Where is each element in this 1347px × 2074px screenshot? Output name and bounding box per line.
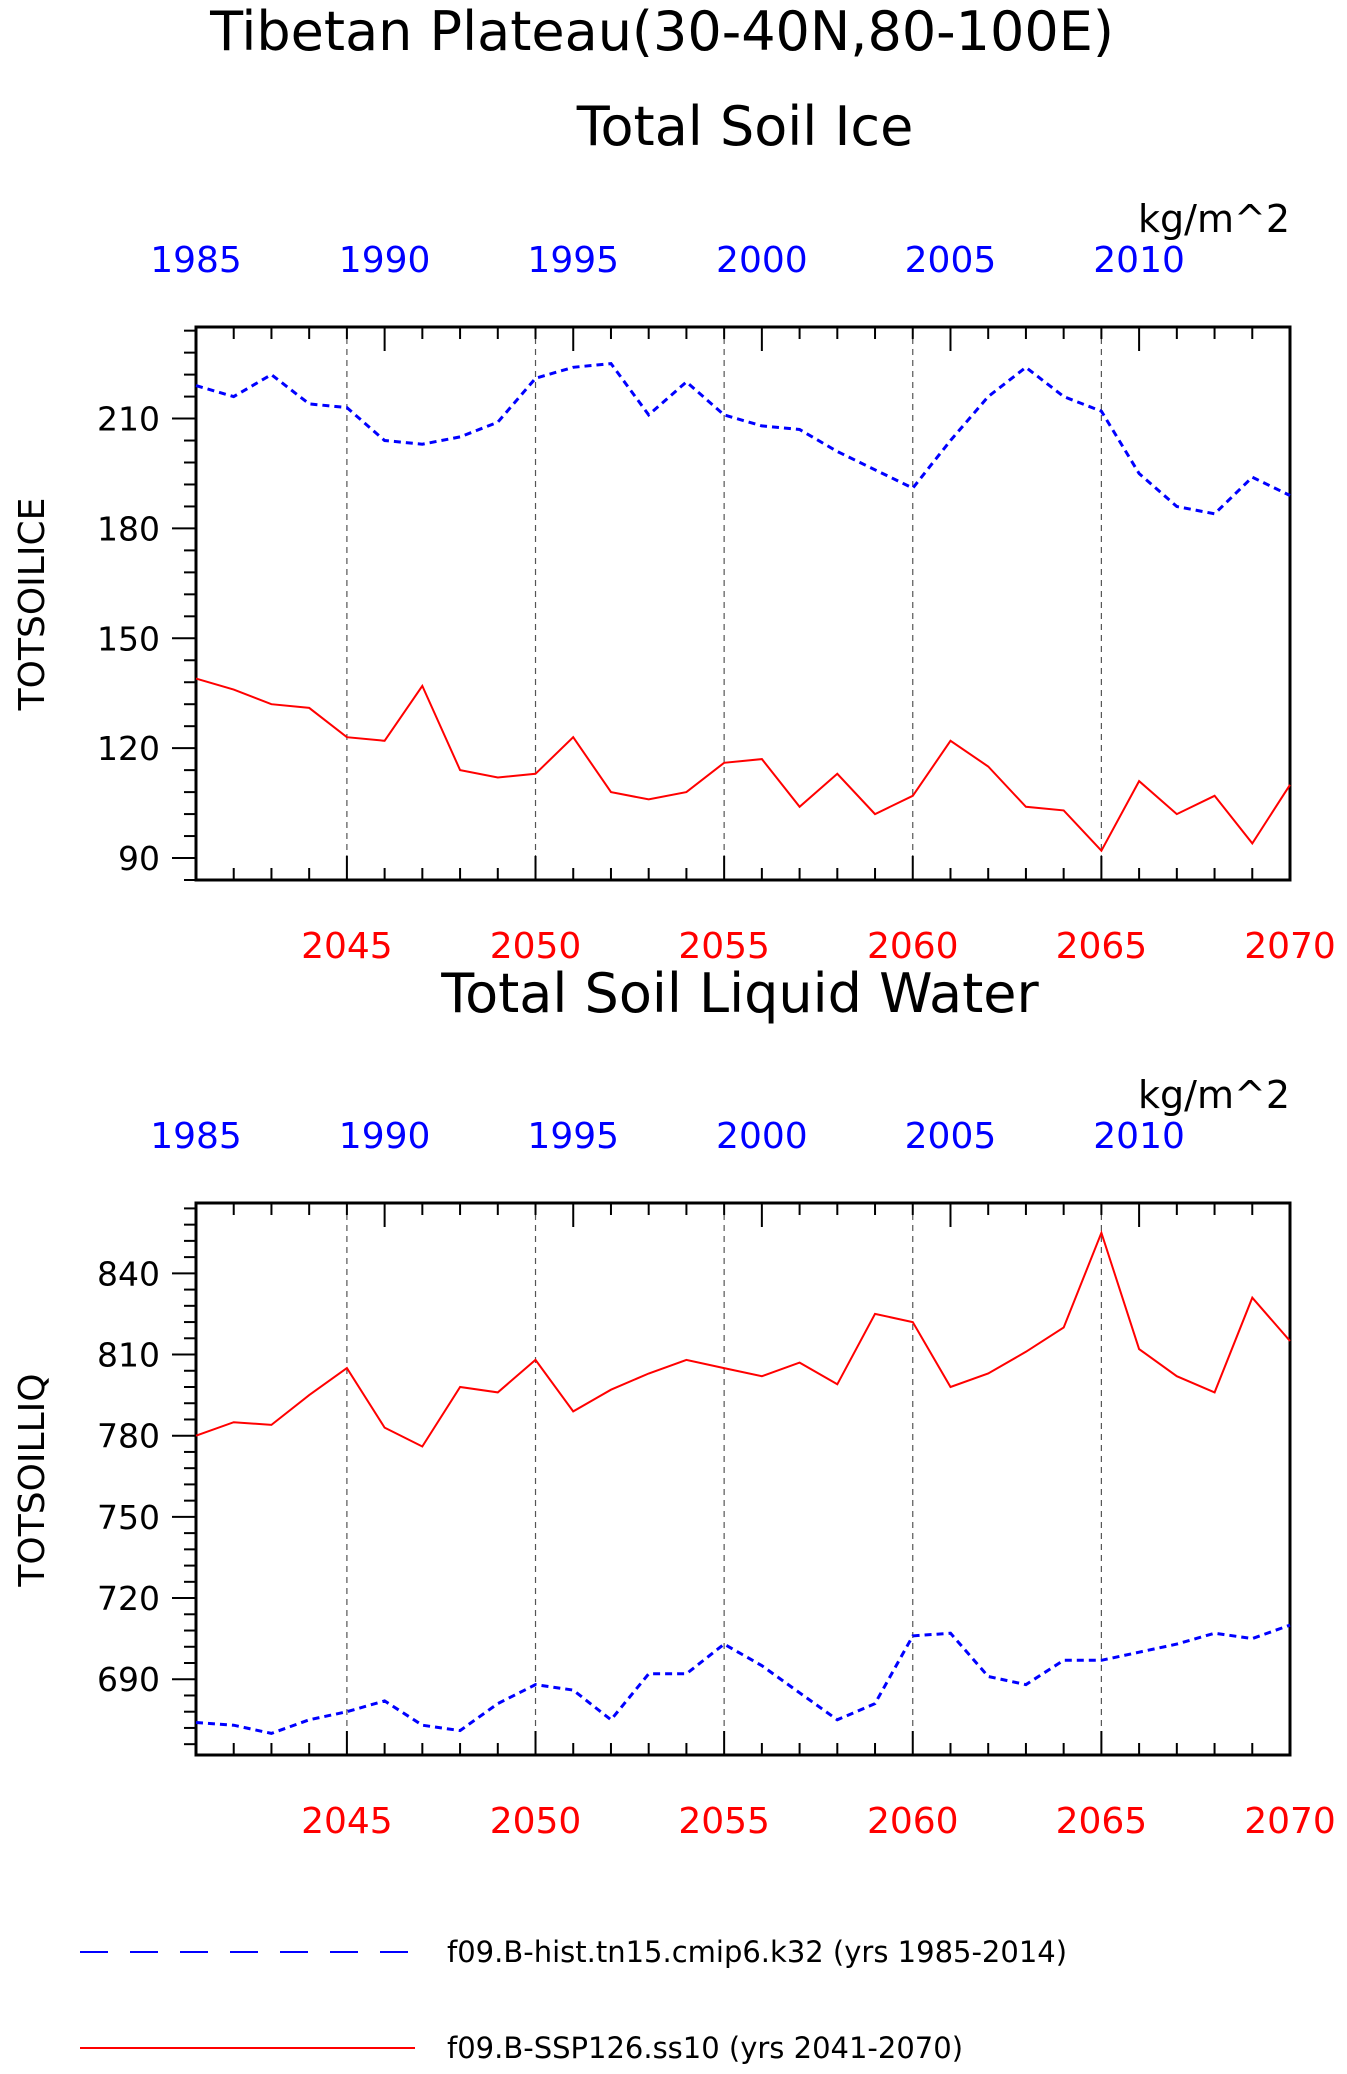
- plot-frame: [194, 1201, 1292, 1757]
- x-tick-label-top: 2000: [716, 240, 808, 281]
- x-tick-label-bottom: 2070: [1244, 1801, 1336, 1842]
- figure-title-line1: Tibetan Plateau(30-40N,80-100E): [209, 0, 1114, 63]
- units-label: kg/m^2: [1138, 197, 1290, 241]
- series-line-hist: [195, 362, 1291, 516]
- chart-panel-soil-liquid: Total Soil Liquid Water kg/m^2 2045 2050 205…: [12, 962, 1336, 1842]
- figure-title-line2: Total Soil Ice: [576, 95, 914, 158]
- legend-ssp-label: f09.B-SSP126.ss10 (yrs 2041-2070): [447, 2031, 963, 2065]
- y-tick-label: 90: [118, 839, 160, 878]
- x-tick-label-bottom: 2055: [678, 926, 770, 967]
- x-tick-label-bottom: 2060: [867, 1801, 959, 1842]
- units-label: kg/m^2: [1138, 1073, 1290, 1117]
- x-tick-label-top: 2000: [716, 1116, 808, 1157]
- x-tick-label-bottom: 2055: [678, 1801, 770, 1842]
- series-line-hist: [195, 1623, 1291, 1735]
- y-tick-label: 210: [97, 400, 160, 439]
- y-tick-label: 150: [97, 619, 160, 658]
- x-tick-label-top: 2005: [905, 1116, 997, 1157]
- x-tick-label-top: 1985: [150, 240, 242, 281]
- x-tick-label-top: 1995: [527, 240, 619, 281]
- plot-frame: [194, 325, 1292, 882]
- y-axis-label: TOTSOILLIQ: [12, 1373, 53, 1587]
- x-tick-label-bottom: 2045: [301, 1801, 393, 1842]
- legend: f09.B-hist.tn15.cmip6.k32 (yrs 1985-2014…: [80, 1935, 1067, 2065]
- y-tick-label: 810: [97, 1336, 160, 1375]
- y-tick-label: 180: [97, 509, 160, 548]
- x-tick-label-top: 1990: [339, 240, 431, 281]
- y-tick-label: 780: [97, 1417, 160, 1456]
- series-line-ssp: [195, 677, 1291, 853]
- y-tick-label: 720: [97, 1579, 160, 1618]
- y-tick-label: 690: [97, 1660, 160, 1699]
- chart-panel-soil-ice: kg/m^2 2045 2050 2055 2060 2065 2070 1985 1990 19…: [12, 197, 1336, 967]
- x-tick-label-bottom: 2050: [490, 1801, 582, 1842]
- x-tick-label-top: 1990: [339, 1116, 431, 1157]
- x-tick-label-top: 2010: [1093, 240, 1185, 281]
- x-tick-label-bottom: 2070: [1244, 926, 1336, 967]
- x-tick-label-bottom: 2065: [1056, 1801, 1148, 1842]
- y-tick-label: 120: [97, 729, 160, 768]
- x-tick-label-top: 1985: [150, 1116, 242, 1157]
- series-line-ssp: [195, 1229, 1291, 1448]
- x-tick-label-bottom: 2060: [867, 926, 959, 967]
- x-tick-label-bottom: 2065: [1056, 926, 1148, 967]
- x-tick-label-top: 1995: [527, 1116, 619, 1157]
- x-tick-label-bottom: 2050: [490, 926, 582, 967]
- x-tick-label-top: 2010: [1093, 1116, 1185, 1157]
- x-tick-label-bottom: 2045: [301, 926, 393, 967]
- x-tick-label-top: 2005: [905, 240, 997, 281]
- panel-title: Total Soil Liquid Water: [440, 962, 1039, 1025]
- y-tick-label: 750: [97, 1498, 160, 1537]
- y-tick-label: 840: [97, 1254, 160, 1293]
- y-axis-label: TOTSOILICE: [12, 498, 53, 712]
- legend-hist-label: f09.B-hist.tn15.cmip6.k32 (yrs 1985-2014…: [447, 1935, 1067, 1969]
